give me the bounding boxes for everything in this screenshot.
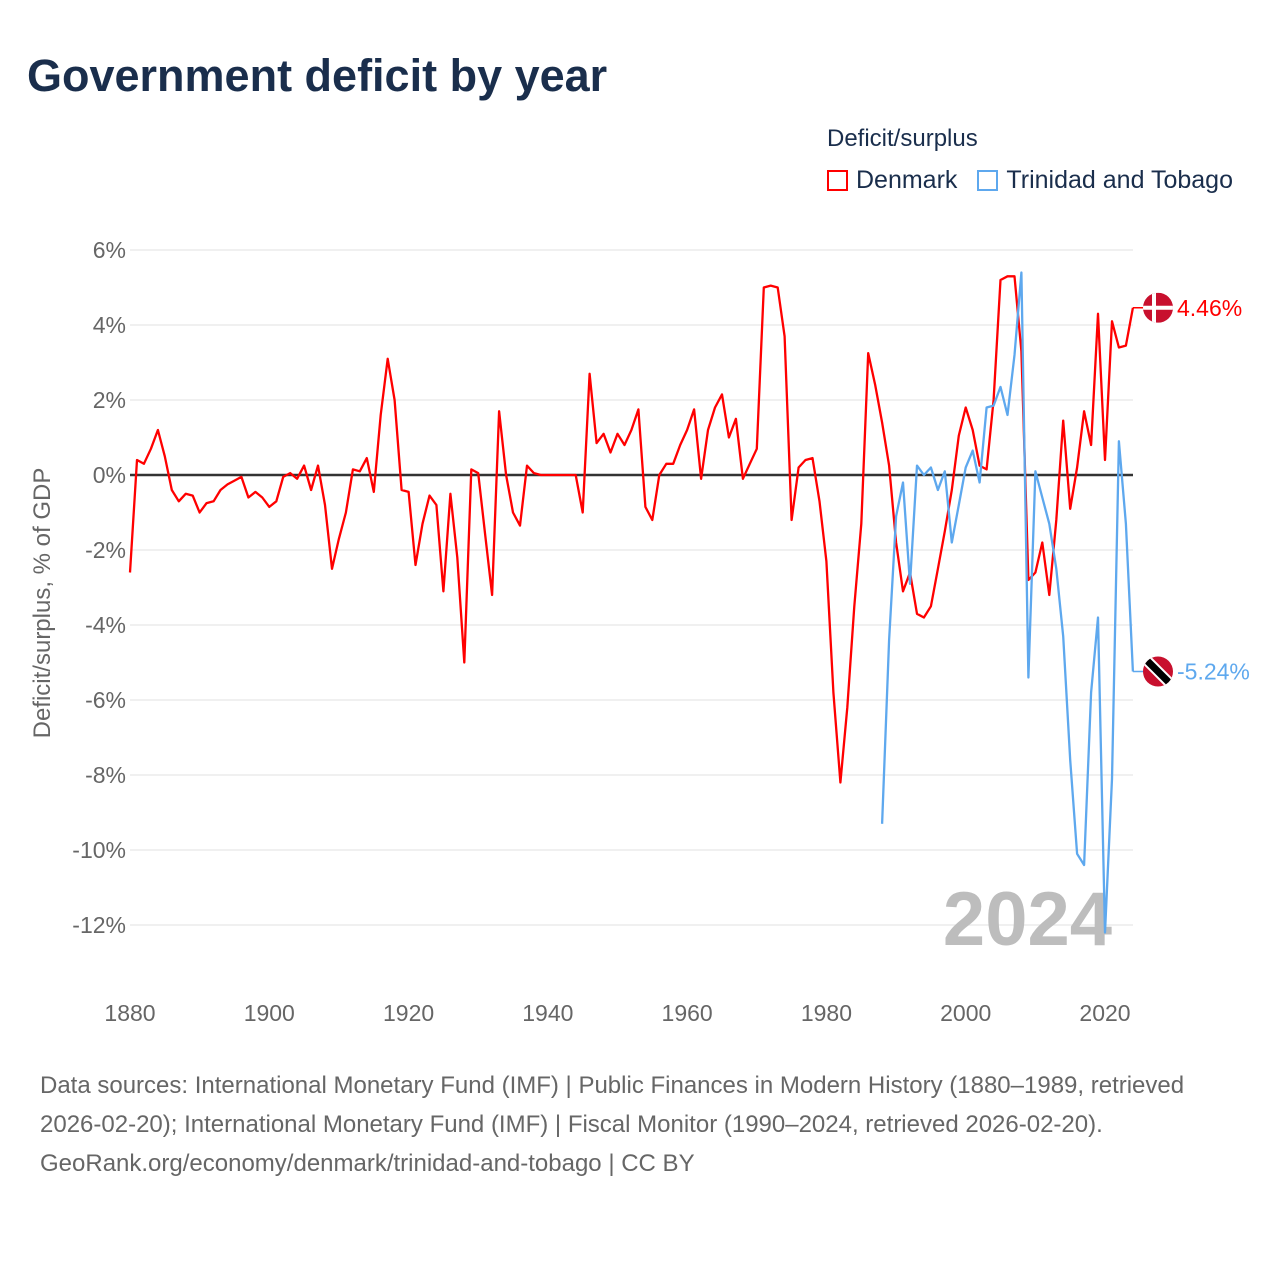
x-tick-label: 1920 bbox=[383, 1000, 434, 1026]
x-tick-label: 1940 bbox=[522, 1000, 573, 1026]
y-tick-label: 0% bbox=[93, 462, 126, 488]
denmark-flag-icon bbox=[1143, 292, 1173, 323]
end-value-label: 4.46% bbox=[1177, 295, 1242, 321]
legend-swatch-trinidad bbox=[977, 170, 999, 191]
y-tick-label: -8% bbox=[85, 762, 126, 788]
x-tick-label: 1900 bbox=[244, 1000, 295, 1026]
flag-body bbox=[1143, 656, 1173, 687]
legend-item-trinidad[interactable]: Trinidad and Tobago bbox=[977, 166, 1233, 195]
y-tick-label: -12% bbox=[72, 912, 126, 938]
x-tick-label: 2000 bbox=[940, 1000, 991, 1026]
legend-label-denmark: Denmark bbox=[856, 166, 958, 194]
y-tick-label: -4% bbox=[85, 612, 126, 638]
legend: Denmark Trinidad and Tobago bbox=[827, 166, 1233, 195]
flag-body bbox=[1143, 292, 1173, 323]
y-tick-label: -10% bbox=[72, 837, 126, 863]
line-chart: 6% 4% 2% 0% -2% -4% -6% -8% -10% -12% 1880 1900 192… bbox=[29, 237, 1250, 1026]
x-tick-label: 1880 bbox=[104, 1000, 155, 1026]
y-tick-label: 2% bbox=[93, 387, 126, 413]
legend-item-denmark[interactable]: Denmark bbox=[827, 166, 957, 195]
end-value-label: -5.24% bbox=[1177, 659, 1250, 685]
y-tick-label: -6% bbox=[85, 687, 126, 713]
legend-swatch-denmark bbox=[827, 170, 848, 191]
legend-label-trinidad: Trinidad and Tobago bbox=[1006, 166, 1233, 194]
series-line-denmark bbox=[128, 275, 1135, 784]
data-sources: Data sources: International Monetary Fun… bbox=[40, 1072, 1185, 1138]
source-link[interactable]: GeoRank.org/economy/denmark/trinidad-and… bbox=[40, 1150, 695, 1177]
legend-title: Deficit/surplus bbox=[827, 125, 978, 152]
flag-band-black bbox=[1143, 656, 1173, 687]
x-tick-label: 2020 bbox=[1079, 1000, 1130, 1026]
y-axis-label: Deficit/surplus, % of GDP bbox=[29, 468, 56, 739]
x-tick-label: 1960 bbox=[662, 1000, 713, 1026]
trinidad-flag-icon bbox=[1143, 656, 1173, 687]
y-tick-label: 4% bbox=[93, 312, 126, 338]
y-tick-label: 6% bbox=[93, 237, 126, 263]
footer: Data sources: International Monetary Fun… bbox=[40, 1066, 1240, 1183]
flag-cross-horizontal bbox=[1143, 305, 1173, 310]
series-line-trinidad bbox=[880, 271, 1135, 934]
page-title: Government deficit by year bbox=[27, 50, 608, 101]
y-tick-label: -2% bbox=[85, 537, 126, 563]
x-tick-label: 1980 bbox=[801, 1000, 852, 1026]
year-watermark: 2024 bbox=[943, 877, 1112, 962]
